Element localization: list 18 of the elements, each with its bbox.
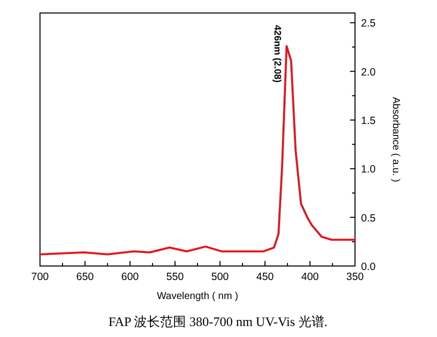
annotation: 426nm (2.08) (272, 25, 283, 83)
y-tick-label: 2.0 (361, 66, 376, 78)
x-tick-label: 400 (301, 271, 319, 283)
x-tick-label: 500 (211, 271, 229, 283)
y-tick-label: 0.0 (361, 261, 376, 273)
x-tick-label: 650 (76, 271, 94, 283)
text: FAP 波长范围 380-700 nm UV-Vis 光谱. (108, 314, 328, 329)
y-tick-label: 2.5 (361, 18, 376, 30)
y-tick-label: 1.5 (361, 115, 376, 128)
x-tick-label: 550 (166, 271, 184, 283)
y-tick-label: 1.0 (361, 164, 376, 176)
x-tick-label: 700 (31, 271, 49, 283)
x-tick-label: 350 (346, 271, 364, 283)
x-tick-label: 450 (256, 271, 274, 283)
y-axis-title: Absorbance ( a.u. ) (390, 96, 401, 182)
x-tick-label: 600 (121, 271, 139, 283)
x-axis-title: Wavelength ( nm ) (156, 291, 238, 302)
y-tick-label: 0.5 (361, 212, 376, 224)
